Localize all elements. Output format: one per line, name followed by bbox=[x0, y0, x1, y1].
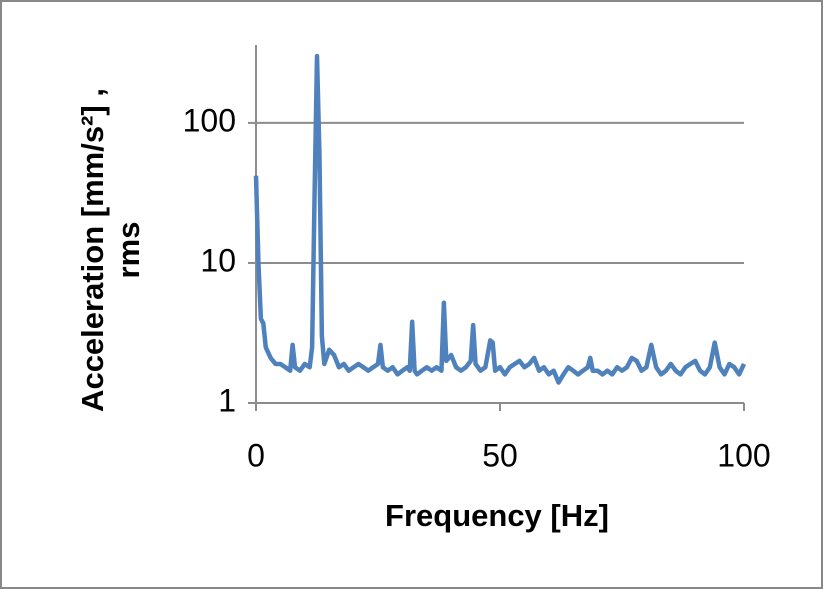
y-axis-label: Acceleration [mm/s²] , rms bbox=[75, 88, 146, 412]
y-tick-label: 100 bbox=[183, 102, 236, 138]
y-axis-label-line: Acceleration [mm/s²] , bbox=[75, 88, 110, 412]
y-tick-label: 10 bbox=[200, 242, 236, 278]
x-axis-label: Frequency [Hz] bbox=[385, 498, 609, 533]
x-tick-label: 0 bbox=[247, 437, 265, 473]
y-tick-label: 1 bbox=[218, 382, 236, 418]
x-tick-label: 50 bbox=[482, 437, 518, 473]
data-line bbox=[253, 53, 747, 385]
y-axis-label-line: rms bbox=[111, 222, 146, 279]
x-tick-label: 100 bbox=[717, 437, 770, 473]
